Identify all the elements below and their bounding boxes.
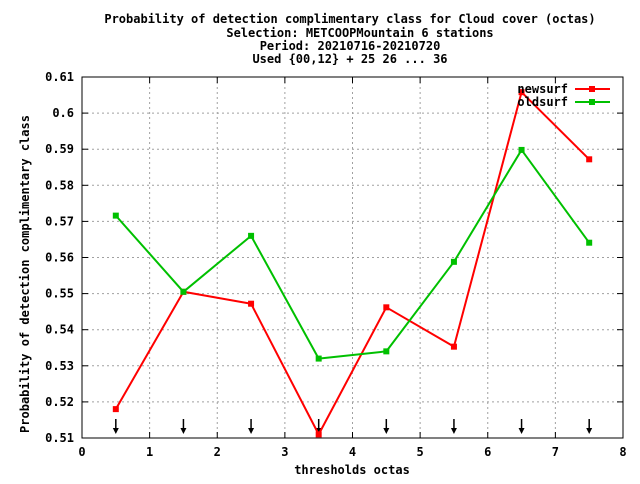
y-tick-label: 0.52 xyxy=(45,395,74,409)
x-tick-label: 0 xyxy=(78,445,85,459)
data-point-newsurf xyxy=(248,300,255,307)
y-tick-label: 0.58 xyxy=(45,178,74,192)
data-point-newsurf xyxy=(586,156,593,163)
y-tick-label: 0.6 xyxy=(52,106,74,120)
title-line-4: Used {00,12} + 25 26 ... 36 xyxy=(252,52,447,66)
x-tick-label: 4 xyxy=(349,445,356,459)
y-tick-label: 0.61 xyxy=(45,70,74,84)
x-tick-label: 7 xyxy=(552,445,559,459)
x-tick-label: 5 xyxy=(417,445,424,459)
tick-marks xyxy=(81,76,624,439)
data-point-newsurf xyxy=(450,343,457,350)
y-tick-label: 0.57 xyxy=(45,214,74,228)
x-tick-label: 3 xyxy=(281,445,288,459)
x-tick-label: 8 xyxy=(619,445,626,459)
title-line-1: Probability of detection complimentary c… xyxy=(104,12,595,26)
threshold-arrow-head xyxy=(180,428,187,434)
x-tick-label: 6 xyxy=(484,445,491,459)
threshold-arrow-head xyxy=(383,428,390,434)
data-point-oldsurf xyxy=(518,146,525,153)
data-point-oldsurf xyxy=(248,232,255,239)
grid-lines xyxy=(82,77,623,438)
data-point-oldsurf xyxy=(112,212,119,219)
data-point-oldsurf xyxy=(450,258,457,265)
legend-label-newsurf: newsurf xyxy=(517,82,568,96)
data-point-newsurf xyxy=(315,431,322,438)
title-line-3: Period: 20210716-20210720 xyxy=(260,39,441,53)
x-tick-labels: 0 1 2 3 4 5 6 7 8 xyxy=(78,445,626,459)
y-axis-label: Probability of detection complimentary c… xyxy=(18,115,32,433)
threshold-arrow-head xyxy=(112,428,119,434)
series-line-oldsurf xyxy=(115,148,590,360)
y-tick-labels: 0.51 0.52 0.53 0.54 0.55 0.56 0.57 0.58 0.59 0.6 0… xyxy=(45,70,74,445)
data-series xyxy=(112,89,593,438)
legend-swatch-marker-newsurf xyxy=(589,86,595,92)
threshold-arrow-markers xyxy=(112,419,593,434)
series-line-newsurf xyxy=(114,91,590,436)
data-point-oldsurf xyxy=(586,239,593,246)
series-oldsurf xyxy=(112,146,593,362)
data-point-oldsurf xyxy=(180,288,187,295)
x-tick-label: 2 xyxy=(214,445,221,459)
y-tick-label: 0.54 xyxy=(45,323,74,337)
series-newsurf xyxy=(112,89,593,438)
y-tick-label: 0.56 xyxy=(45,251,74,265)
y-tick-label: 0.53 xyxy=(45,359,74,373)
threshold-arrow-head xyxy=(586,428,593,434)
threshold-arrow-head xyxy=(248,428,255,434)
chart-title: Probability of detection complimentary c… xyxy=(104,12,595,66)
data-point-newsurf xyxy=(383,304,390,311)
data-point-oldsurf xyxy=(383,348,390,355)
data-point-newsurf xyxy=(112,406,119,413)
legend-label-oldsurf: oldsurf xyxy=(517,95,568,109)
title-line-2: Selection: METCOOPMountain 6 stations xyxy=(226,26,493,40)
legend-swatch-marker-oldsurf xyxy=(589,99,595,105)
y-tick-label: 0.55 xyxy=(45,287,74,301)
data-point-newsurf xyxy=(518,89,525,96)
threshold-arrow-head xyxy=(518,428,525,434)
y-tick-label: 0.59 xyxy=(45,142,74,156)
y-tick-label: 0.51 xyxy=(45,431,74,445)
data-point-oldsurf xyxy=(315,355,322,362)
threshold-arrow-head xyxy=(450,428,457,434)
x-tick-label: 1 xyxy=(146,445,153,459)
x-axis-label: thresholds octas xyxy=(294,463,410,477)
